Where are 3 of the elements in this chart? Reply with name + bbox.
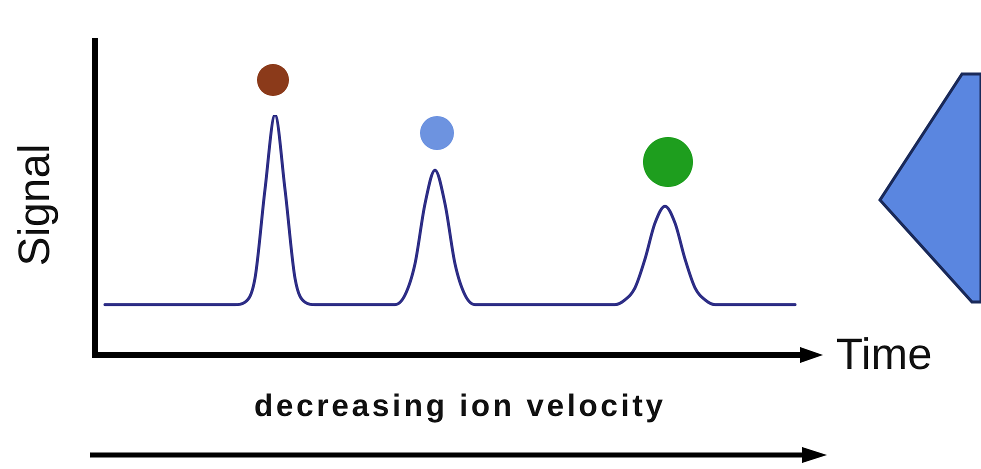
- y-axis-title: Signal: [10, 144, 60, 266]
- x-axis-title: Time: [836, 330, 932, 380]
- text: decreasing ion velocity: [254, 388, 666, 424]
